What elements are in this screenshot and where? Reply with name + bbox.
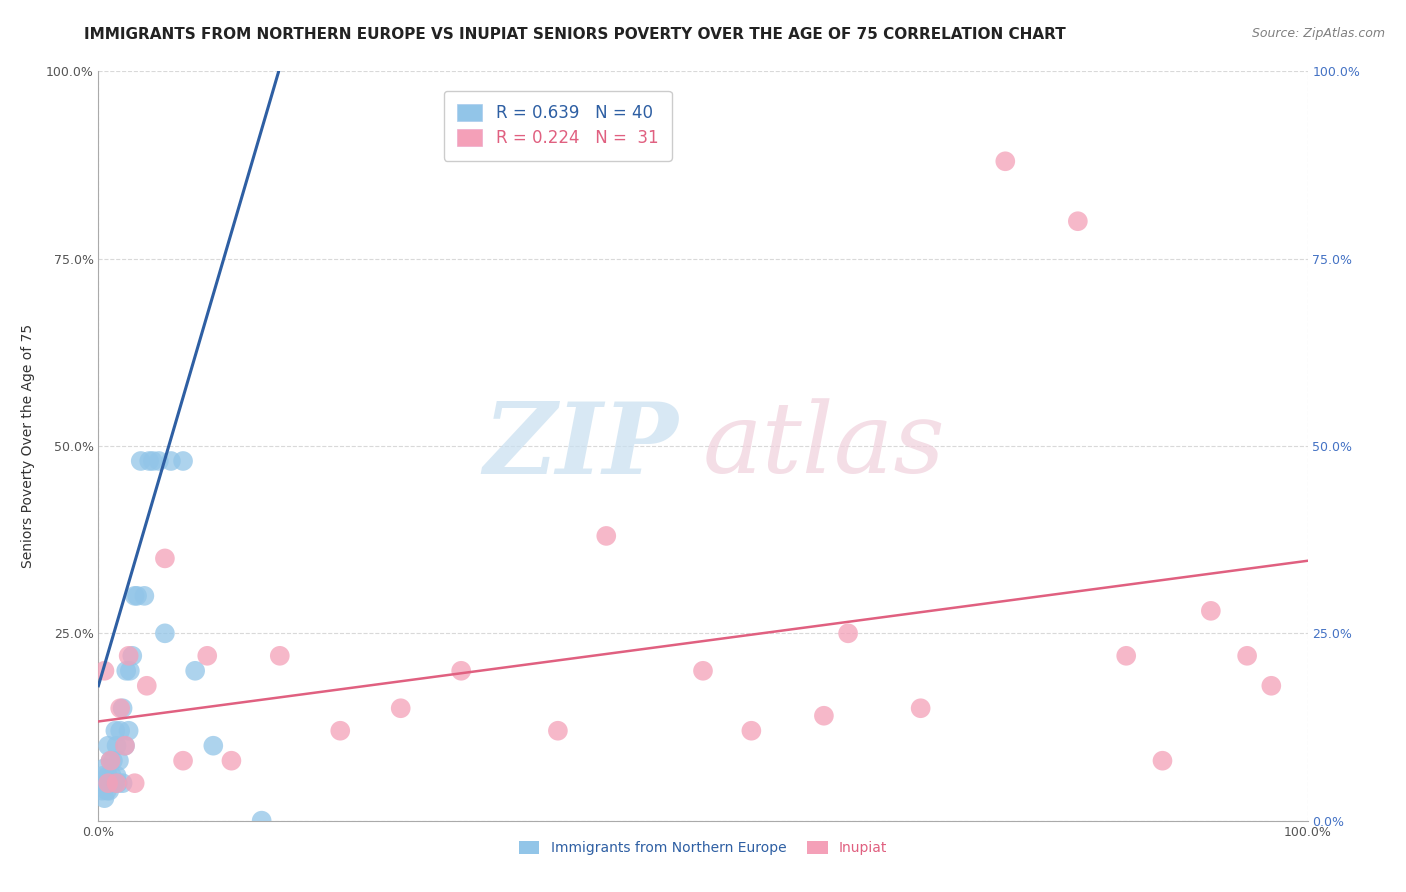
Point <box>1260 679 1282 693</box>
Point <box>547 723 569 738</box>
Point <box>100 754 122 768</box>
Point <box>172 754 194 768</box>
Point <box>124 589 146 603</box>
Point <box>114 739 136 753</box>
Point <box>692 664 714 678</box>
Text: atlas: atlas <box>703 399 946 493</box>
Point <box>97 769 120 783</box>
Point <box>134 589 156 603</box>
Point <box>108 701 131 715</box>
Point <box>250 814 273 828</box>
Point <box>389 701 412 715</box>
Point <box>118 664 141 678</box>
Point <box>118 648 141 663</box>
Point <box>138 454 160 468</box>
Point <box>100 776 122 790</box>
Point <box>813 708 835 723</box>
Y-axis label: Seniors Poverty Over the Age of 75: Seniors Poverty Over the Age of 75 <box>21 324 35 568</box>
Point <box>98 783 121 797</box>
Point <box>105 769 128 783</box>
Point <box>97 776 120 790</box>
Point <box>115 664 138 678</box>
Point <box>221 754 243 768</box>
Point <box>837 626 859 640</box>
Point <box>135 679 157 693</box>
Point <box>172 454 194 468</box>
Point <box>269 648 291 663</box>
Point <box>153 551 176 566</box>
Point <box>100 754 122 768</box>
Point <box>93 664 115 678</box>
Point <box>595 529 617 543</box>
Point <box>129 454 152 468</box>
Point <box>91 783 114 797</box>
Point <box>994 154 1017 169</box>
Point <box>91 769 114 783</box>
Point <box>111 776 134 790</box>
Text: ZIP: ZIP <box>484 398 679 494</box>
Point <box>93 761 115 775</box>
Point <box>202 739 225 753</box>
Point <box>329 723 352 738</box>
Point <box>105 776 128 790</box>
Point <box>118 723 141 738</box>
Point <box>94 776 117 790</box>
Legend: Immigrants from Northern Europe, Inupiat: Immigrants from Northern Europe, Inupiat <box>512 835 894 863</box>
Point <box>124 776 146 790</box>
Point <box>450 664 472 678</box>
Point <box>100 769 122 783</box>
Text: IMMIGRANTS FROM NORTHERN EUROPE VS INUPIAT SENIORS POVERTY OVER THE AGE OF 75 CO: IMMIGRANTS FROM NORTHERN EUROPE VS INUPI… <box>84 27 1066 42</box>
Point <box>97 739 120 753</box>
Point <box>1067 214 1090 228</box>
Point <box>740 723 762 738</box>
Point <box>195 648 218 663</box>
Point <box>1152 754 1174 768</box>
Point <box>1199 604 1222 618</box>
Point <box>93 791 115 805</box>
Point <box>1236 648 1258 663</box>
Point <box>107 776 129 790</box>
Point <box>96 783 118 797</box>
Point <box>108 754 131 768</box>
Point <box>160 454 183 468</box>
Point <box>127 589 149 603</box>
Text: Source: ZipAtlas.com: Source: ZipAtlas.com <box>1251 27 1385 40</box>
Point <box>184 664 207 678</box>
Point <box>101 754 124 768</box>
Point <box>103 776 125 790</box>
Point <box>104 723 127 738</box>
Point <box>153 626 176 640</box>
Point <box>148 454 170 468</box>
Point <box>121 648 143 663</box>
Point <box>1115 648 1137 663</box>
Point <box>142 454 165 468</box>
Point <box>111 701 134 715</box>
Point <box>114 739 136 753</box>
Point <box>105 739 128 753</box>
Point <box>910 701 932 715</box>
Point <box>108 723 131 738</box>
